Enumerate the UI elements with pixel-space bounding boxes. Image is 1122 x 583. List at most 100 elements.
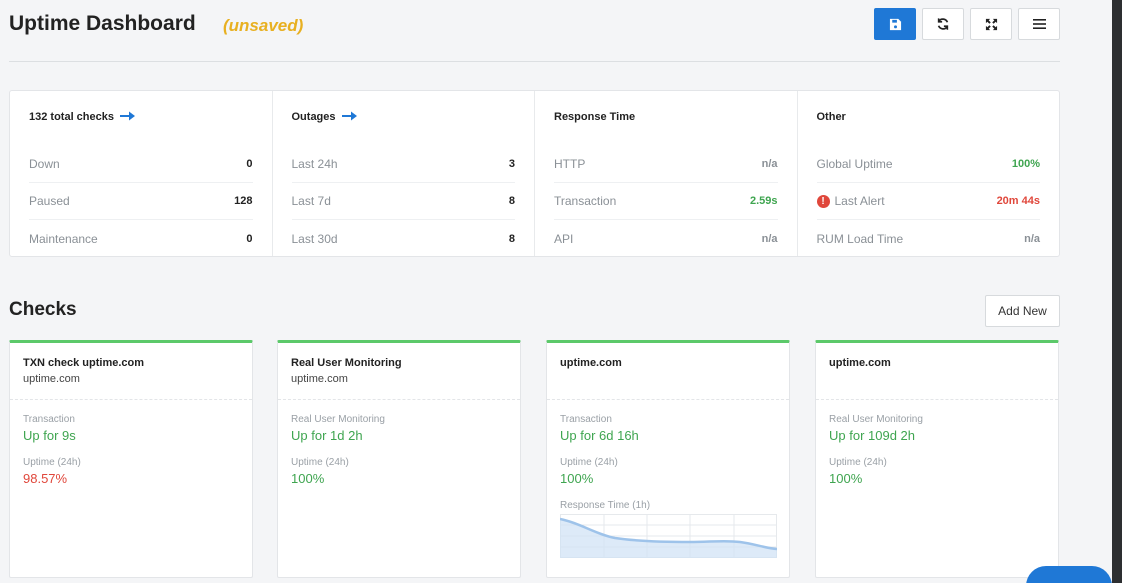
add-new-button[interactable]: Add New [985,295,1060,327]
checks-section-title: Checks [9,299,77,320]
check-card[interactable]: TXN check uptime.com uptime.com Transact… [9,340,253,578]
stat-row: ! Last Alert 20m 44s [816,183,1040,220]
save-button[interactable] [874,8,916,40]
stat-row: Paused 128 [29,183,253,220]
stat-row: Global Uptime 100% [816,146,1040,183]
fullscreen-icon [985,18,997,30]
check-type-label: Transaction [23,414,75,425]
toolbar [874,8,1060,40]
stat-row: HTTP n/a [554,146,778,183]
stat-value: 100% [1011,158,1040,170]
other-summary: Other Global Uptime 100% ! Last Alert 20m… [798,91,1060,256]
help-button[interactable] [1026,566,1112,583]
card-body: Transaction Up for 9s Uptime (24h) 98.57… [10,400,252,486]
response-time-heading: Response Time [554,91,778,146]
menu-icon [1032,19,1046,29]
stat-row: Transaction 2.59s [554,183,778,220]
stat-label: API [554,231,574,246]
checks-summary-heading[interactable]: 132 total checks [29,91,253,146]
stat-label: Down [29,157,60,171]
window-edge [1112,0,1122,583]
stat-row: Last 30d 8 [292,220,516,257]
arrow-right-icon [341,111,357,121]
refresh-icon [937,18,949,30]
card-body: Transaction Up for 6d 16h Uptime (24h) 1… [547,400,789,558]
alert-icon: ! [816,194,830,208]
stat-label: Transaction [554,194,617,208]
uptime-value: 100% [291,471,325,486]
card-body: Real User Monitoring Up for 1d 2h Uptime… [278,400,520,486]
check-type-label: Real User Monitoring [291,414,385,425]
page-title: Uptime Dashboard [9,12,196,35]
save-icon [889,18,901,30]
check-type-label: Transaction [560,414,612,425]
uptime-value: 98.57% [23,471,68,486]
stat-label: Last 7d [291,194,331,208]
uptime-label: Uptime (24h) [23,457,81,468]
summary-panel: 132 total checks Down 0 Paused 128 Mainten… [9,90,1060,257]
stat-value: 0 [246,158,253,170]
dashboard-header: Uptime Dashboard (unsaved) [9,8,1060,50]
stat-value: 8 [508,195,515,207]
uptime-label: Uptime (24h) [560,457,618,468]
stat-value: 8 [508,232,515,245]
other-title: Other [816,111,846,123]
card-header: uptime.com [816,343,1058,400]
stat-value: n/a [1024,232,1040,245]
fullscreen-button[interactable] [970,8,1012,40]
stat-label: Global Uptime [816,157,893,171]
check-card[interactable]: Real User Monitoring uptime.com Real Use… [277,340,521,578]
stat-value: 0 [246,232,253,245]
card-header: TXN check uptime.com uptime.com [10,343,252,400]
stat-row: RUM Load Time n/a [817,220,1041,257]
check-card[interactable]: uptime.com Transaction Up for 6d 16h Upt… [546,340,790,578]
sparkline-label: Response Time (1h) [560,500,651,511]
stat-label: RUM Load Time [816,231,904,246]
stat-label: HTTP [554,157,586,171]
stat-row: Last 24h 3 [291,146,515,183]
response-time-title: Response Time [554,111,636,123]
card-title: uptime.com [829,357,891,369]
stat-value: 3 [508,158,515,170]
last-alert-label: Last Alert [834,194,885,208]
stat-row: Down 0 [29,146,253,183]
header-divider [9,61,1060,62]
stat-label: Last 24h [291,157,338,171]
stat-row: API n/a [554,220,778,257]
stat-label: Paused [29,194,70,208]
uptime-value: 100% [560,471,594,486]
arrow-right-icon [120,111,135,121]
other-heading: Other [817,91,1041,146]
outages-summary-heading[interactable]: Outages [292,91,516,146]
uptime-label: Uptime (24h) [829,457,887,468]
stat-row: Maintenance 0 [29,220,253,257]
response-time-summary: Response Time HTTP n/a Transaction 2.59s A… [535,91,798,256]
menu-button[interactable] [1018,8,1060,40]
stat-value: 128 [234,195,253,207]
uptime-value: 100% [829,471,863,486]
outages-summary: Outages Last 24h 3 Last 7d 8 Last 30d 8 [273,91,535,257]
check-status: Up for 1d 2h [291,428,363,443]
stat-label: Last 30d [291,231,338,246]
card-host: uptime.com [23,373,80,385]
stat-value: 2.59s [749,195,778,207]
check-card[interactable]: uptime.com Real User Monitoring Up for 1… [815,340,1059,578]
outages-summary-title: Outages [291,111,336,123]
response-time-sparkline [560,514,777,558]
card-body: Real User Monitoring Up for 109d 2h Upti… [816,400,1058,486]
checks-summary-title: 132 total checks [29,111,114,123]
stat-value: n/a [761,158,778,170]
checks-summary: 132 total checks Down 0 Paused 128 Mainten… [10,91,273,256]
refresh-button[interactable] [922,8,964,40]
stat-label: Maintenance [29,231,98,246]
card-title: TXN check uptime.com [23,357,145,369]
unsaved-indicator: (unsaved) [223,16,304,35]
card-title: Real User Monitoring [291,357,402,369]
card-host: uptime.com [291,373,348,385]
check-status: Up for 9s [23,428,76,443]
stat-value: n/a [761,232,778,245]
stat-label: ! Last Alert [816,194,885,208]
check-status: Up for 6d 16h [560,428,639,443]
check-status: Up for 109d 2h [829,428,916,443]
card-title: uptime.com [560,357,622,369]
